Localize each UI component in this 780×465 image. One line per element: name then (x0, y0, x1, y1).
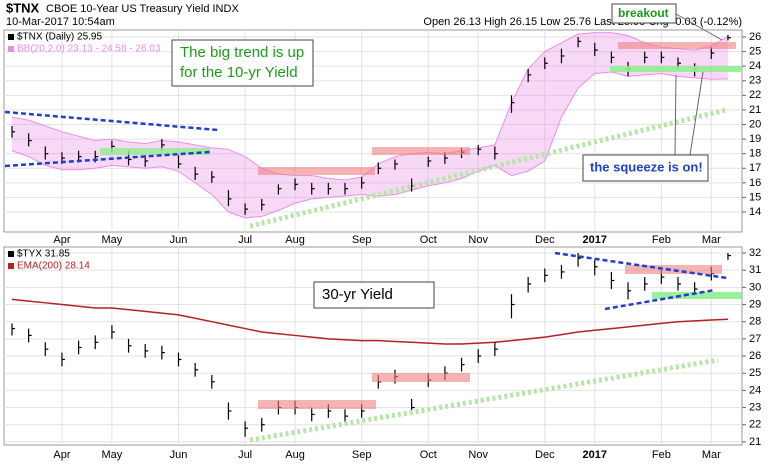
callout-line (674, 74, 677, 156)
x-tick-label: Mar (702, 234, 721, 246)
x-tick-label: Dec (535, 234, 555, 246)
support-zone (100, 148, 210, 155)
resistance-zone (625, 265, 722, 274)
annotation: the squeeze is on! (590, 159, 703, 174)
x-tick-label: Jul (238, 234, 252, 246)
y-tick-label: 32 (749, 247, 761, 259)
trend-line (4, 150, 211, 168)
x-tick-label: Feb (652, 234, 671, 246)
resistance-zone (618, 42, 736, 49)
y-tick-label: 23 (749, 401, 761, 413)
annotation-box (582, 154, 709, 182)
x-tick-label: 2017 (583, 234, 607, 246)
resistance-zone (258, 400, 376, 409)
resistance-zone (372, 373, 470, 382)
y-tick-label: 24 (749, 60, 761, 72)
x-tick-label: Mar (702, 449, 721, 461)
legend-swatch (8, 251, 14, 257)
trend-line (604, 288, 716, 311)
y-tick-label: 26 (749, 31, 761, 43)
trend-line (4, 110, 219, 132)
annotations: The big trend is up for the 10-yr Yield … (4, 3, 742, 443)
legend-swatch (8, 263, 14, 269)
y-tick-label: 22 (749, 89, 761, 101)
y-tick-label: 15 (749, 191, 761, 203)
trend-line (554, 251, 728, 280)
support-zone (652, 292, 742, 299)
y-tick-label: 17 (749, 162, 761, 174)
y-tick-label: 19 (749, 133, 761, 145)
x-tick-label: Nov (468, 449, 488, 461)
callout-line (675, 13, 723, 41)
x-tick-label: Apr (53, 449, 70, 461)
x-tick-label: Apr (53, 234, 70, 246)
x-tick-label: Jun (170, 234, 188, 246)
y-tick-label: 21 (749, 104, 761, 116)
y-tick-label: 25 (749, 367, 761, 379)
legend-label: $TNX (Daily) 25.95 (17, 32, 102, 43)
y-tick-label: 27 (749, 333, 761, 345)
y-tick-label: 30 (749, 281, 761, 293)
annotation: for the 10-yr Yield (180, 64, 298, 81)
x-tick-label: Aug (285, 234, 305, 246)
y-tick-label: 14 (749, 206, 761, 218)
annotation: 30-yr Yield (322, 286, 393, 303)
legend-swatch (8, 34, 14, 40)
x-tick-label: Sep (352, 449, 372, 461)
x-tick-label: Feb (652, 449, 671, 461)
trend-line (249, 357, 719, 443)
x-tick-label: Nov (468, 234, 488, 246)
x-tick-label: Jul (238, 449, 252, 461)
y-tick-label: 31 (749, 264, 761, 276)
y-tick-label: 22 (749, 419, 761, 431)
x-tick-label: Jun (170, 449, 188, 461)
x-tick-label: Oct (420, 449, 437, 461)
trend-line (249, 107, 727, 229)
chart-title: CBOE 10-Year US Treasury Yield INDX (46, 3, 239, 15)
ema-line (11, 298, 728, 345)
y-tick-label: 25 (749, 45, 761, 57)
annotation-box (313, 281, 435, 309)
resistance-zone (258, 167, 375, 175)
band-area (12, 32, 728, 218)
panel-frame (3, 29, 743, 233)
support-zone (610, 66, 742, 72)
x-tick-label: May (102, 234, 123, 246)
annotation: breakout (618, 6, 669, 20)
annotation: The big trend is up (180, 44, 304, 61)
x-tick-label: May (102, 449, 123, 461)
y-tick-label: 16 (749, 177, 761, 189)
callout-line (689, 71, 704, 156)
y-tick-label: 28 (749, 316, 761, 328)
x-tick-label: Sep (352, 234, 372, 246)
legend-swatch (8, 46, 14, 52)
marks: 14 15 16 17 18 19 20 21 22 23 24 25 26 Apr May Jun Jul Au… (4, 30, 761, 461)
x-tick-label: Aug (285, 449, 305, 461)
y-tick-label: 23 (749, 75, 761, 87)
annotation-box (611, 3, 677, 24)
y-tick-label: 21 (749, 436, 761, 448)
legend-label: $TYX 31.85 (17, 249, 70, 260)
legend-label: BB(20,2.0) 23.13 - 24.58 - 26.03 (17, 44, 161, 55)
symbol: $TNX (6, 0, 40, 15)
y-tick-label: 18 (749, 148, 761, 160)
panel-frame (3, 246, 743, 446)
y-tick-label: 20 (749, 118, 761, 130)
legend-label: EMA(200) 28.14 (17, 261, 90, 272)
x-tick-label: Dec (535, 449, 555, 461)
x-tick-label: Oct (420, 234, 437, 246)
y-tick-label: 24 (749, 384, 761, 396)
resistance-zone (372, 147, 470, 155)
x-tick-label: 2017 (583, 449, 607, 461)
band-line (11, 71, 728, 219)
y-tick-label: 26 (749, 350, 761, 362)
y-tick-label: 29 (749, 298, 761, 310)
annotation-box (171, 39, 314, 87)
date: 10-Mar-2017 10:54am (6, 16, 115, 28)
quote: Open 26.13 High 26.15 Low 25.76 Last 25.… (423, 16, 742, 28)
